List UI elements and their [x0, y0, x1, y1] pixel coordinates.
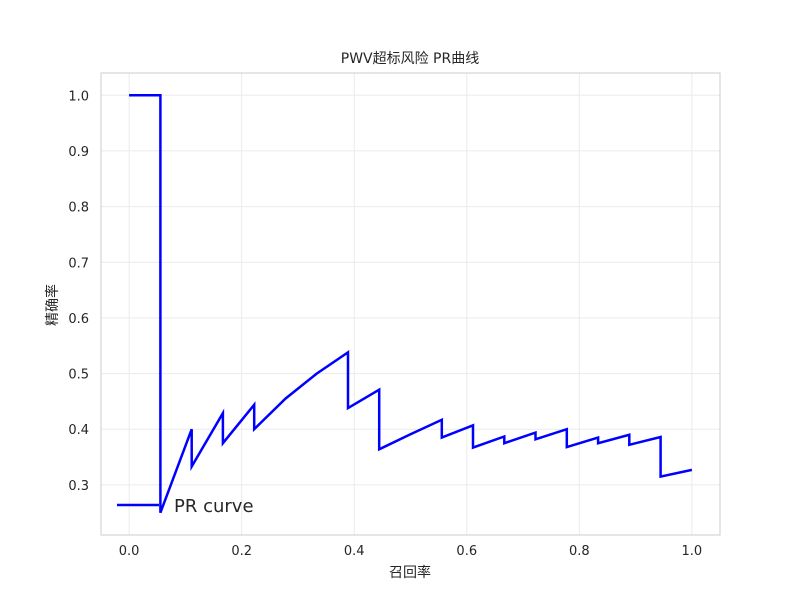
x-tick-label: 0.2	[231, 544, 252, 559]
x-tick-label: 1.0	[682, 544, 703, 559]
x-tick-label: 0.0	[119, 544, 140, 559]
plot-frame	[100, 72, 721, 536]
x-tick-label: 0.4	[344, 544, 365, 559]
y-tick-label: 0.8	[68, 201, 89, 216]
x-tick-label: 0.8	[569, 544, 590, 559]
tick-layer: 0.0 0.2 0.4 0.6 0.8 1.0 0.3 0.4 0.5 0.6 0.7 0.8 0.9 1…	[68, 89, 702, 559]
x-axis-title: 召回率	[389, 564, 431, 581]
y-tick-label: 0.4	[68, 423, 89, 438]
y-tick-label: 1.0	[68, 89, 89, 104]
y-tick-label: 0.9	[68, 145, 89, 160]
y-tick-label: 0.6	[68, 312, 89, 327]
y-axis-title: 精确率	[44, 284, 61, 326]
grid-layer	[101, 73, 720, 535]
legend-label: PR curve	[174, 496, 254, 517]
series-layer	[129, 94, 693, 514]
legend: PR curve	[117, 496, 254, 517]
pr-curve-line	[129, 94, 693, 514]
chart-title: PWV超标风险 PR曲线	[341, 51, 479, 67]
y-tick-label: 0.5	[68, 368, 89, 383]
x-tick-label: 0.6	[456, 544, 477, 559]
y-tick-label: 0.3	[68, 479, 89, 494]
y-tick-label: 0.7	[68, 256, 89, 271]
